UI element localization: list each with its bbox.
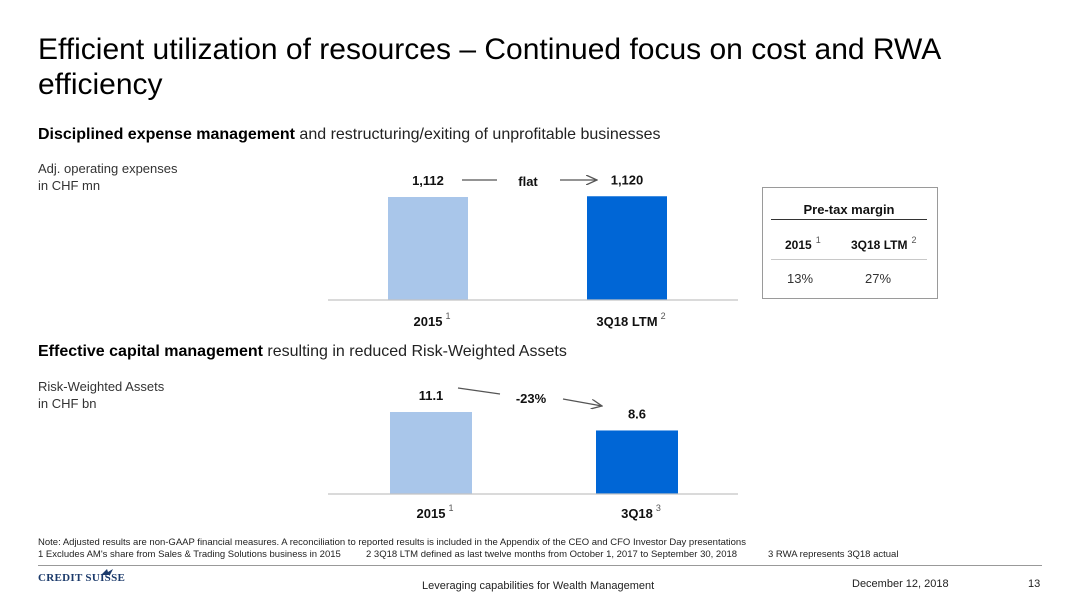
section1-axis-label: Adj. operating expenses in CHF mn [38, 160, 177, 194]
section1-axis-label-line2: in CHF mn [38, 178, 101, 193]
rwa-bar-2 [596, 430, 678, 494]
rwa-arrow [562, 398, 602, 406]
opex-value-label-2: 1,120 [611, 172, 644, 187]
pretax-col2-value: 27% [865, 271, 892, 286]
pretax-col1-header: 2015 1 [785, 235, 821, 252]
pretax-col1-footnote: 1 [815, 235, 821, 245]
section1-heading: Disciplined expense management and restr… [38, 126, 661, 144]
opex-change-label: flat [518, 174, 538, 189]
section1-heading-rest: and restructuring/exiting of unprofitabl… [294, 126, 661, 143]
pretax-margin-box: Pre-tax margin 2015 1 3Q18 LTM 2 13% 27% [762, 187, 938, 299]
section2-axis-label-line1: Risk-Weighted Assets [38, 379, 165, 394]
rwa-change-label: -23% [516, 391, 547, 406]
opex-bar-2 [587, 196, 667, 300]
pretax-divider [771, 259, 927, 260]
footer-date: December 12, 2018 [852, 578, 949, 590]
section1-heading-bold: Disciplined expense management [38, 126, 295, 143]
footer-title: Leveraging capabilities for Wealth Manag… [422, 580, 655, 592]
opex-bar-1 [388, 197, 468, 300]
opex-category-label-2: 3Q18 LTM [596, 314, 657, 329]
section2-heading-bold: Effective capital management [38, 343, 263, 360]
pretax-col1-label: 2015 [785, 238, 812, 252]
section2-heading: Effective capital management resulting i… [38, 343, 567, 361]
rwa-bar-chart: 11.1 2015 1 8.6 3Q18 3 [328, 388, 738, 521]
opex-value-label-1: 1,112 [412, 173, 444, 188]
note-line: Note: Adjusted results are non-GAAP fina… [38, 537, 746, 548]
rwa-category-label-2: 3Q18 [621, 506, 653, 521]
opex-category-label-1: 2015 [414, 314, 443, 329]
rwa-value-label-2: 8.6 [628, 406, 646, 421]
pretax-col1-value: 13% [787, 271, 814, 286]
rwa-category-footnote-2: 3 [656, 503, 661, 513]
footnote-2: 2 3Q18 LTM defined as last twelve months… [366, 549, 738, 560]
section2-axis-label-line2: in CHF bn [38, 396, 97, 411]
opex-category-footnote-2: 2 [661, 311, 666, 321]
page-number: 13 [1028, 578, 1041, 590]
rwa-category-label-1: 2015 [417, 506, 446, 521]
footnote-3: 3 RWA represents 3Q18 actual [768, 549, 899, 560]
section2-axis-label: Risk-Weighted Assets in CHF bn [38, 378, 164, 412]
opex-bar-chart: 1,112 2015 1 1,120 3Q18 LTM 2 [328, 172, 738, 329]
credit-suisse-logo: CREDIT SUISSE [38, 569, 125, 584]
pretax-col2-header: 3Q18 LTM 2 [851, 235, 917, 252]
page-title: Efficient utilization of resources – Con… [38, 33, 940, 101]
section2-heading-rest: resulting in reduced Risk-Weighted Asset… [262, 343, 567, 360]
sails-icon [101, 569, 113, 575]
rwa-category-footnote-1: 1 [448, 503, 453, 513]
footnote-1: 1 Excludes AM's share from Sales & Tradi… [38, 549, 341, 560]
footer-divider [38, 565, 1042, 566]
rwa-value-label-1: 11.1 [419, 388, 444, 403]
pretax-col2-footnote: 2 [911, 235, 917, 245]
pretax-margin-title: Pre-tax margin [771, 202, 927, 220]
rwa-bar-1 [390, 412, 472, 494]
pretax-col2-label: 3Q18 LTM [851, 238, 908, 252]
section1-axis-label-line1: Adj. operating expenses [38, 161, 178, 176]
opex-category-footnote-1: 1 [445, 311, 450, 321]
rwa-connector-line [457, 387, 501, 395]
